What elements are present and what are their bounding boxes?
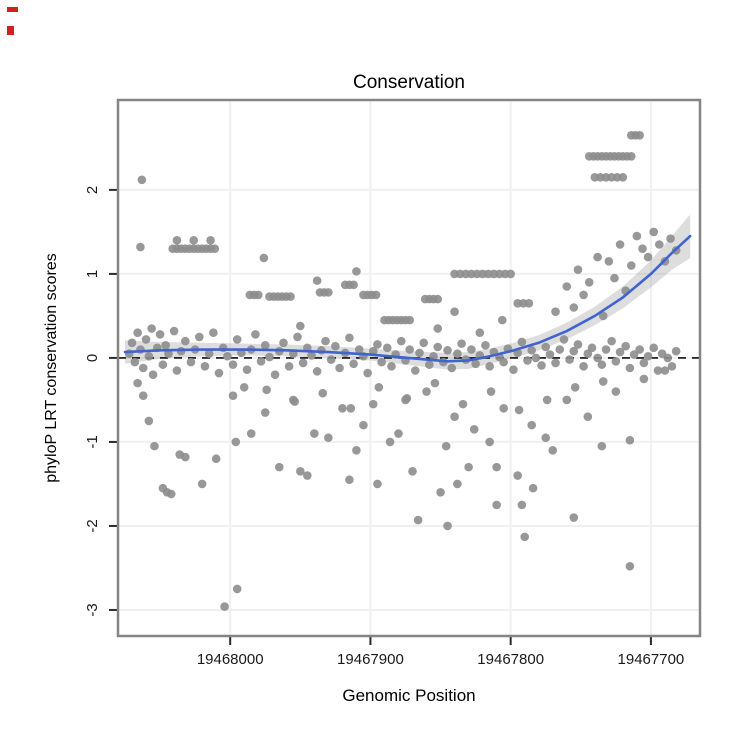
- y-tick-label: -1: [84, 435, 101, 448]
- chart-title: Conservation: [353, 72, 465, 93]
- screen-artifact-mark: [7, 7, 18, 12]
- x-tick-label: 19468000: [197, 651, 264, 668]
- x-axis-label: Genomic Position: [342, 686, 476, 705]
- x-tick-label: 19467900: [337, 651, 404, 668]
- x-tick-label: 19467700: [618, 651, 685, 668]
- y-tick-label: -3: [84, 603, 101, 616]
- y-tick-label: 2: [84, 186, 101, 194]
- x-tick-label: 19467800: [477, 651, 544, 668]
- y-tick-label: -2: [84, 519, 101, 532]
- y-tick-label: 0: [84, 354, 101, 362]
- y-tick-label: 1: [84, 270, 101, 278]
- screen-artifact-mark: [7, 26, 14, 35]
